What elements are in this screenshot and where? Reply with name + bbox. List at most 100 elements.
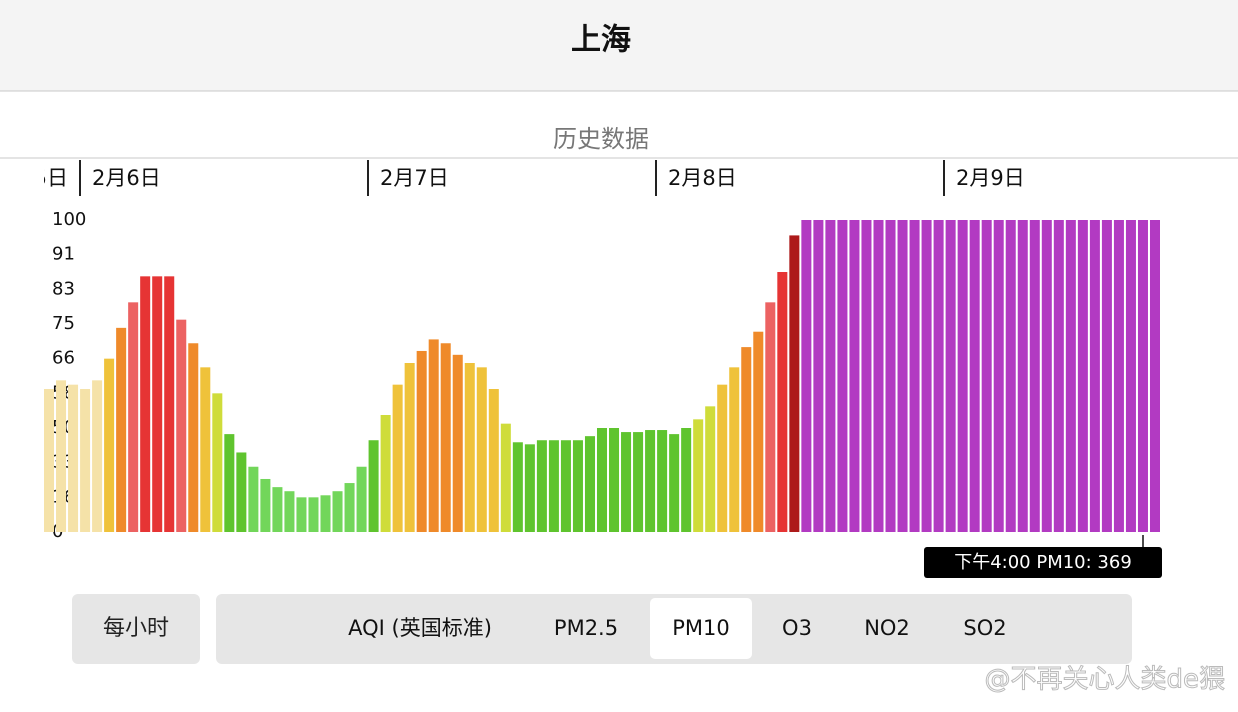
bar: [308, 497, 319, 532]
bar: [416, 350, 427, 532]
bar: [645, 430, 656, 532]
bar: [476, 367, 487, 532]
bar: [404, 363, 415, 532]
bar: [1053, 220, 1064, 532]
y-tick-label: 75: [52, 313, 75, 334]
bar: [621, 432, 632, 532]
title: 上海: [571, 23, 631, 58]
bar: [1029, 220, 1040, 532]
bar: [332, 491, 343, 532]
bar: [933, 220, 944, 532]
bar: [500, 423, 511, 532]
bar: [1113, 220, 1124, 532]
y-tick-label: 66: [52, 348, 75, 369]
bar: [68, 384, 79, 532]
bar: [669, 434, 680, 532]
bar: [921, 220, 932, 532]
bar: [1005, 220, 1016, 532]
bar: [969, 220, 980, 532]
interval-label[interactable]: 每小时: [103, 616, 169, 641]
bar: [1137, 220, 1148, 532]
bar: [164, 276, 175, 532]
bar: [104, 358, 115, 532]
bar: [705, 406, 716, 532]
bar: [897, 220, 908, 532]
bar: [512, 442, 523, 532]
bar: [813, 220, 824, 532]
tab-label[interactable]: O3: [782, 616, 812, 640]
bar: [681, 428, 692, 532]
bar: [92, 380, 103, 532]
bar: [524, 444, 535, 532]
bar: [801, 220, 812, 532]
bar: [584, 436, 595, 532]
interval-button[interactable]: [72, 594, 200, 664]
tab-label[interactable]: SO2: [963, 616, 1006, 640]
bar: [248, 466, 259, 532]
bar: [116, 327, 127, 532]
bar: [560, 440, 571, 532]
bar: [236, 452, 247, 532]
bar: [260, 478, 271, 532]
bar: [1101, 220, 1112, 532]
bar: [224, 434, 235, 532]
bar: [1065, 220, 1076, 532]
bar: [765, 302, 776, 532]
bar: [825, 220, 836, 532]
tooltip: [924, 547, 1162, 578]
bar: [176, 319, 187, 532]
date-label: 2月5日: [0, 166, 68, 190]
header-bar: [0, 0, 1238, 91]
y-tick-label: 83: [52, 278, 75, 299]
bar: [693, 419, 704, 532]
bar: [1125, 220, 1136, 532]
bar: [909, 220, 920, 532]
y-tick-label: 91: [52, 244, 75, 265]
bar: [44, 389, 55, 532]
bar: [320, 495, 331, 532]
tab-selected[interactable]: [650, 598, 752, 659]
bar: [633, 432, 644, 532]
tab-label[interactable]: NO2: [864, 616, 910, 640]
bar: [753, 331, 764, 532]
tooltip-text: 下午4:00 PM10: 369: [954, 552, 1132, 573]
bar: [1149, 220, 1160, 532]
bar: [657, 430, 668, 532]
y-tick-label: 100: [52, 209, 86, 230]
bar: [284, 491, 295, 532]
bar: [729, 367, 740, 532]
bar: [368, 440, 379, 532]
bar: [212, 393, 223, 532]
bar: [296, 497, 307, 532]
bar: [380, 415, 391, 532]
bar: [849, 220, 860, 532]
bar: [837, 220, 848, 532]
bar: [200, 367, 211, 532]
bar: [741, 347, 752, 532]
date-label: 2月9日: [956, 166, 1025, 190]
bar: [344, 483, 355, 532]
bar: [1017, 220, 1028, 532]
bar: [56, 380, 67, 532]
tab-label[interactable]: PM2.5: [554, 616, 618, 640]
bar: [428, 339, 439, 532]
section-title: 历史数据: [553, 125, 649, 153]
bar: [945, 220, 956, 532]
bar: [777, 272, 788, 532]
bar: [993, 220, 1004, 532]
bar: [873, 220, 884, 532]
tab-label[interactable]: AQI (英国标准): [348, 616, 492, 640]
tab-label[interactable]: PM10: [672, 616, 730, 640]
bar: [789, 235, 800, 532]
bar: [152, 276, 163, 532]
bar: [981, 220, 992, 532]
watermark: @不再关心人类de猥: [984, 665, 1225, 695]
bar: [609, 428, 620, 532]
bar: [885, 220, 896, 532]
bar: [572, 440, 583, 532]
bar: [548, 440, 559, 532]
bar: [356, 466, 367, 532]
bar: [392, 384, 403, 532]
bar: [536, 440, 547, 532]
